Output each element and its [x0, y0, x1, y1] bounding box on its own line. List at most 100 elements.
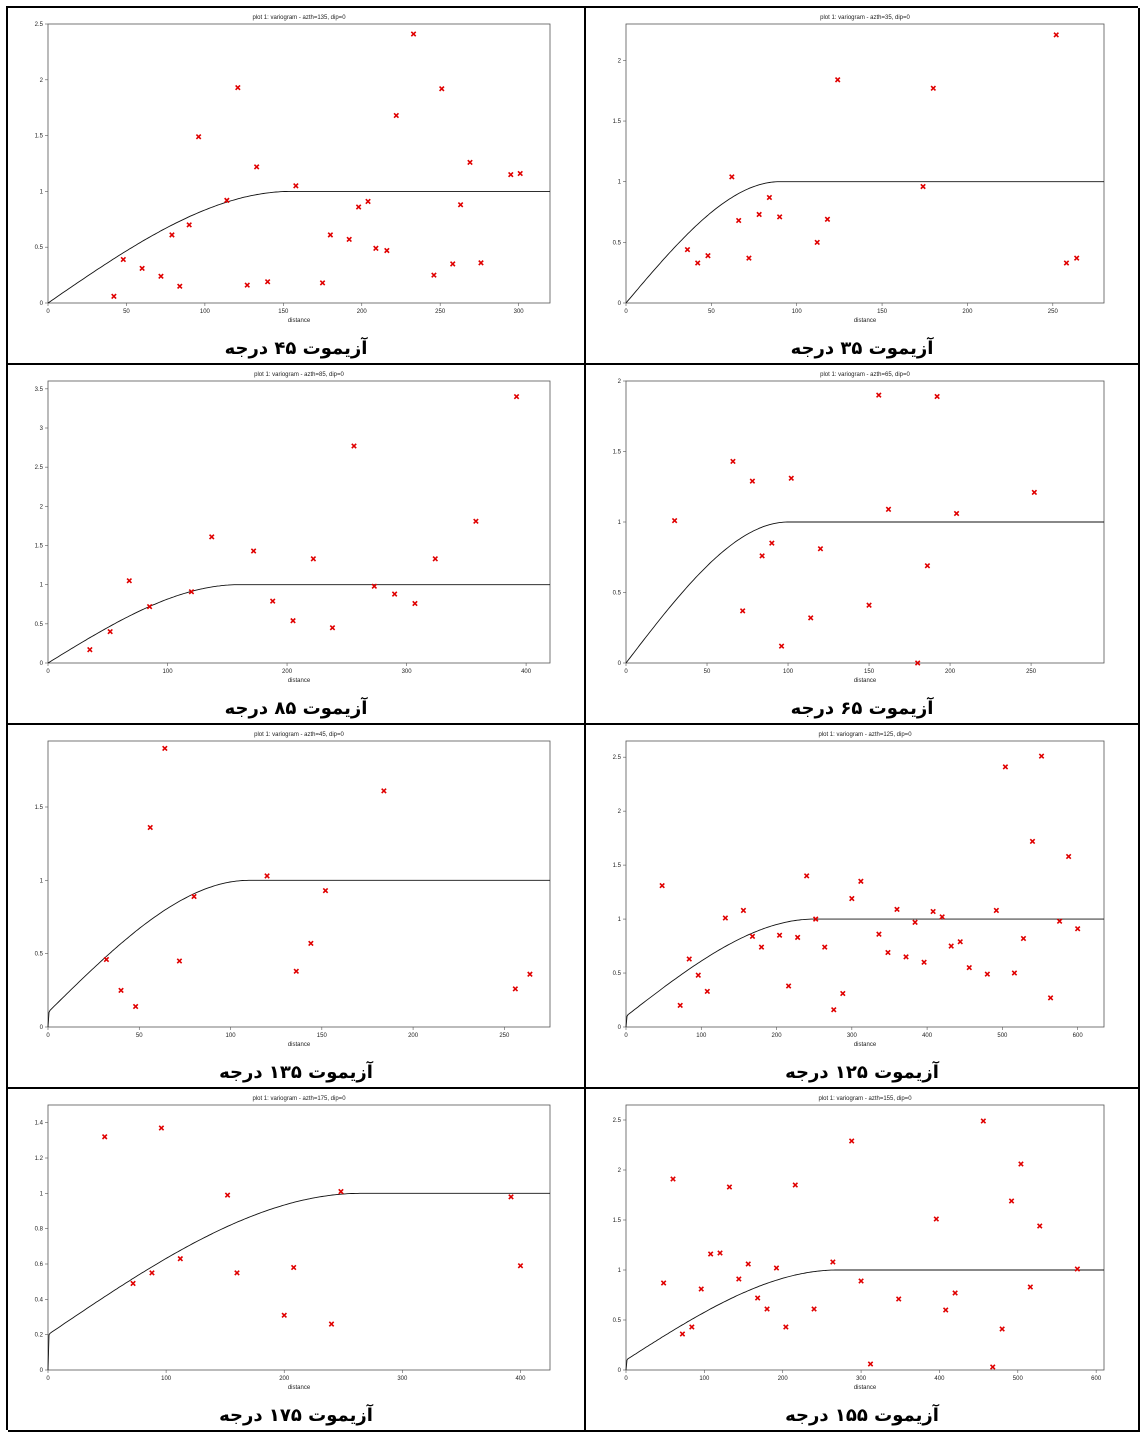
- variogram-point: [754, 1295, 761, 1301]
- variogram-point: [126, 577, 133, 584]
- variogram-point: [328, 1321, 335, 1327]
- plot-frame: [47, 380, 551, 664]
- variogram-point: [694, 260, 701, 266]
- variogram-point: [177, 283, 183, 290]
- variogram-point: [769, 540, 775, 546]
- x-tick-label: 600: [1073, 1033, 1084, 1039]
- variogram-point: [290, 1264, 297, 1271]
- variogram-point: [384, 247, 390, 254]
- chart-title: plot 1: variogram - azth=65, dip=0: [820, 372, 910, 378]
- variogram-point: [749, 478, 756, 484]
- y-tick-label: 2: [618, 379, 622, 385]
- panel-caption: آزیموت ۱۵۵ درجه: [785, 1405, 939, 1426]
- variogram-point: [759, 553, 765, 559]
- variogram-point: [1002, 764, 1009, 770]
- variogram-point: [1020, 935, 1027, 942]
- variogram-point: [1029, 838, 1036, 845]
- x-tick-label: 200: [772, 1033, 783, 1039]
- variogram-point: [792, 1182, 799, 1188]
- x-tick-label: 400: [515, 1376, 526, 1382]
- x-tick-label: 100: [200, 309, 211, 315]
- variogram-point: [704, 988, 711, 995]
- y-tick-label: 0: [40, 301, 44, 307]
- variogram-point: [177, 1255, 184, 1262]
- x-tick-label: 600: [1091, 1376, 1102, 1382]
- variogram-point: [717, 1250, 723, 1256]
- variogram-point: [980, 1118, 987, 1124]
- variogram-chart: plot 1: variogram - azth=45, dip=00 50 100…: [35, 732, 551, 1048]
- variogram-point: [722, 915, 729, 921]
- variogram-point: [930, 85, 937, 92]
- variogram-point: [670, 1176, 676, 1182]
- x-axis-label: distance: [854, 1042, 877, 1048]
- variogram-point: [371, 583, 378, 589]
- variogram-point: [705, 252, 711, 259]
- x-tick-label: 400: [934, 1376, 945, 1382]
- x-axis-label: distance: [854, 1385, 877, 1391]
- variogram-chart: plot 1: variogram - azth=65, dip=00 50 100…: [613, 372, 1105, 684]
- variogram-panel: plot 1: variogram - azth=85, dip=0 0 100 20…: [8, 365, 586, 725]
- plot-frame: [47, 1104, 551, 1371]
- variogram-point: [290, 617, 296, 624]
- x-tick-label: 250: [499, 1033, 510, 1039]
- x-tick-label: 250: [1026, 669, 1037, 675]
- variogram-point: [224, 197, 230, 204]
- variogram-point: [120, 256, 127, 263]
- x-tick-label: 150: [278, 309, 289, 315]
- x-tick-label: 0: [624, 1033, 628, 1039]
- variogram-point: [924, 562, 931, 569]
- variogram-point: [338, 1188, 344, 1195]
- variogram-point: [431, 272, 437, 278]
- x-tick-label: 200: [408, 1033, 419, 1039]
- variogram-point: [393, 112, 400, 119]
- x-tick-label: 0: [624, 309, 628, 315]
- y-tick-label: 1.5: [35, 544, 44, 550]
- variogram-point: [250, 548, 257, 554]
- variogram-point: [373, 245, 379, 252]
- chart-title: plot 1: variogram - azth=125, dip=0: [818, 732, 912, 738]
- y-tick-label: 1: [40, 878, 44, 884]
- variogram-point: [739, 608, 746, 614]
- variogram-point: [812, 916, 819, 922]
- y-tick-label: 0: [40, 1025, 44, 1031]
- x-tick-label: 0: [46, 1033, 50, 1039]
- variogram-point: [517, 170, 523, 177]
- variogram-point: [735, 217, 742, 224]
- variogram-point: [989, 1364, 996, 1370]
- variogram-point: [308, 940, 314, 947]
- variogram-point: [365, 198, 371, 205]
- variogram-point: [726, 1184, 733, 1190]
- x-axis-label: distance: [288, 1042, 311, 1048]
- y-tick-label: 0: [618, 301, 622, 307]
- variogram-point: [707, 1251, 714, 1257]
- variogram-point: [264, 873, 270, 879]
- variogram-point: [930, 908, 936, 915]
- variogram-point: [867, 1361, 874, 1367]
- x-tick-label: 250: [1048, 309, 1059, 315]
- y-tick-label: 1.4: [35, 1121, 44, 1127]
- variogram-point: [146, 603, 153, 610]
- variogram-point: [478, 260, 484, 266]
- model-curve: [625, 521, 1104, 664]
- variogram-point: [244, 282, 250, 288]
- variogram-point: [346, 236, 352, 243]
- variogram-panel: plot 1: variogram - azth=65, dip=0 0 50 100…: [586, 365, 1140, 725]
- variogram-point: [939, 914, 945, 920]
- variogram-point: [858, 1278, 864, 1284]
- variogram-point: [811, 1306, 817, 1312]
- variogram-point: [517, 1263, 524, 1269]
- variogram-point: [788, 475, 795, 482]
- variogram-panel: plot 1: variogram - azth=135, dip=0 0 50 10…: [8, 8, 586, 365]
- variogram-point: [885, 949, 891, 956]
- variogram-point: [834, 77, 841, 83]
- model-curve: [47, 1192, 550, 1371]
- variogram-point: [921, 959, 927, 966]
- variogram-chart: plot 1: variogram - azth=155, dip=0 0 100 2…: [613, 1096, 1105, 1391]
- x-tick-label: 0: [46, 1376, 50, 1382]
- x-tick-label: 100: [161, 1376, 172, 1382]
- variogram-point: [293, 183, 299, 189]
- variogram-point: [351, 443, 357, 449]
- y-tick-label: 1: [40, 189, 44, 195]
- variogram-point: [966, 964, 973, 971]
- variogram-point: [467, 159, 473, 166]
